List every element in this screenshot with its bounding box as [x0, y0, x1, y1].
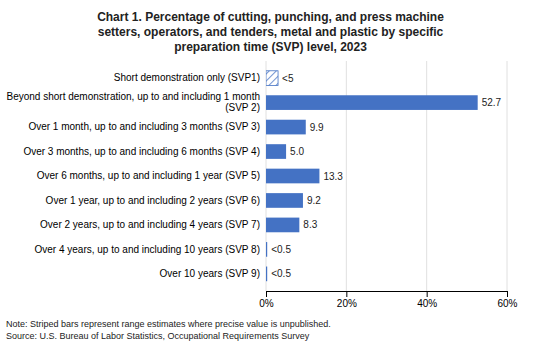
x-tick: 40%: [417, 291, 437, 309]
bars: [266, 71, 478, 281]
chart-container: Chart 1. Percentage of cutting, punching…: [0, 0, 541, 345]
y-tick: Over 4 years, up to and including 10 yea…: [35, 244, 261, 255]
y-tick-label: Over 1 year, up to and including 2 years…: [46, 195, 260, 206]
data-label: <0.5: [271, 244, 291, 255]
y-tick-label-line: Over 1 year, up to and including 2 years…: [46, 195, 260, 206]
note: Source: U.S. Bureau of Labor Statistics,…: [6, 331, 310, 341]
y-tick-label-line: Over 6 months, up to and including 1 yea…: [37, 170, 260, 181]
y-tick-label: Over 4 years, up to and including 10 yea…: [35, 244, 261, 255]
x-tick-label: 40%: [417, 298, 437, 309]
y-tick-label: Short demonstration only (SVP1): [114, 72, 260, 83]
chart-svg: Chart 1. Percentage of cutting, punching…: [0, 0, 541, 345]
y-tick-label: Beyond short demonstration, up to and in…: [7, 91, 261, 113]
bar: [266, 169, 319, 184]
data-labels: <5 52.7 9.9 5.0 13.3 9.2 8.3 <0.5 <0.5: [271, 73, 501, 280]
bar: [266, 242, 267, 257]
bar: [266, 144, 286, 159]
x-tick-label: 20%: [337, 298, 357, 309]
bar: [266, 120, 306, 135]
data-label: 9.2: [307, 195, 321, 206]
title-line: Chart 1. Percentage of cutting, punching…: [97, 10, 444, 24]
y-tick-label: Over 3 months, up to and including 6 mon…: [23, 146, 260, 157]
y-tick-label-line: Short demonstration only (SVP1): [114, 72, 260, 83]
data-label: 5.0: [290, 146, 304, 157]
x-tick-mark: [507, 291, 508, 297]
x-tick-mark: [427, 291, 428, 297]
y-tick-label-line: Over 1 month, up to and including 3 mont…: [28, 121, 260, 132]
note: Note: Striped bars represent range estim…: [6, 319, 331, 329]
y-tick: Beyond short demonstration, up to and in…: [7, 91, 261, 113]
y-tick-label: Over 2 years, up to and including 4 year…: [40, 219, 260, 230]
grid-line: [507, 61, 508, 291]
y-tick: Over 1 month, up to and including 3 mont…: [28, 121, 260, 132]
data-label: 52.7: [482, 97, 502, 108]
y-tick: Over 1 year, up to and including 2 years…: [46, 195, 260, 206]
y-tick-label: Over 10 years (SVP 9): [160, 268, 260, 279]
y-tick-label-line: Over 4 years, up to and including 10 yea…: [35, 244, 261, 255]
y-tick-label-line: Over 10 years (SVP 9): [160, 268, 260, 279]
x-tick: 60%: [497, 291, 517, 309]
y-tick-label-line: (SVP 2): [225, 102, 260, 113]
x-tick-label: 60%: [497, 298, 517, 309]
bar-striped: [266, 71, 278, 86]
y-tick: Over 2 years, up to and including 4 year…: [40, 219, 260, 230]
y-tick: Short demonstration only (SVP1): [114, 72, 260, 83]
y-axis: Short demonstration only (SVP1) Beyond sh…: [7, 72, 261, 279]
x-tick-mark: [266, 291, 267, 297]
title-line: setters, operators, and tenders, metal a…: [98, 25, 444, 39]
data-label: <5: [282, 73, 294, 84]
x-tick-label: 0%: [259, 298, 274, 309]
x-axis: 0% 20% 40% 60%: [259, 291, 517, 309]
y-tick-label-line: Beyond short demonstration, up to and in…: [7, 91, 261, 102]
bar: [266, 218, 299, 233]
title: Chart 1. Percentage of cutting, punching…: [97, 10, 444, 54]
bar: [266, 95, 478, 110]
data-label: <0.5: [271, 268, 291, 279]
x-tick: 20%: [337, 291, 357, 309]
x-axis-line: [267, 291, 508, 292]
x-tick-mark: [346, 291, 347, 297]
grid: [266, 61, 507, 291]
y-tick: Over 3 months, up to and including 6 mon…: [23, 146, 260, 157]
title-line: preparation time (SVP) level, 2023: [174, 40, 367, 54]
y-tick: Over 6 months, up to and including 1 yea…: [37, 170, 260, 181]
y-tick-label: Over 1 month, up to and including 3 mont…: [28, 121, 260, 132]
bar: [266, 193, 303, 208]
data-label: 9.9: [310, 122, 324, 133]
y-tick: Over 10 years (SVP 9): [160, 268, 260, 279]
x-tick: 0%: [259, 291, 274, 309]
y-tick-label-line: Over 3 months, up to and including 6 mon…: [23, 146, 260, 157]
data-label: 13.3: [323, 171, 343, 182]
y-tick-label: Over 6 months, up to and including 1 yea…: [37, 170, 260, 181]
data-label: 8.3: [303, 219, 317, 230]
bar: [266, 267, 267, 282]
y-tick-label-line: Over 2 years, up to and including 4 year…: [40, 219, 260, 230]
